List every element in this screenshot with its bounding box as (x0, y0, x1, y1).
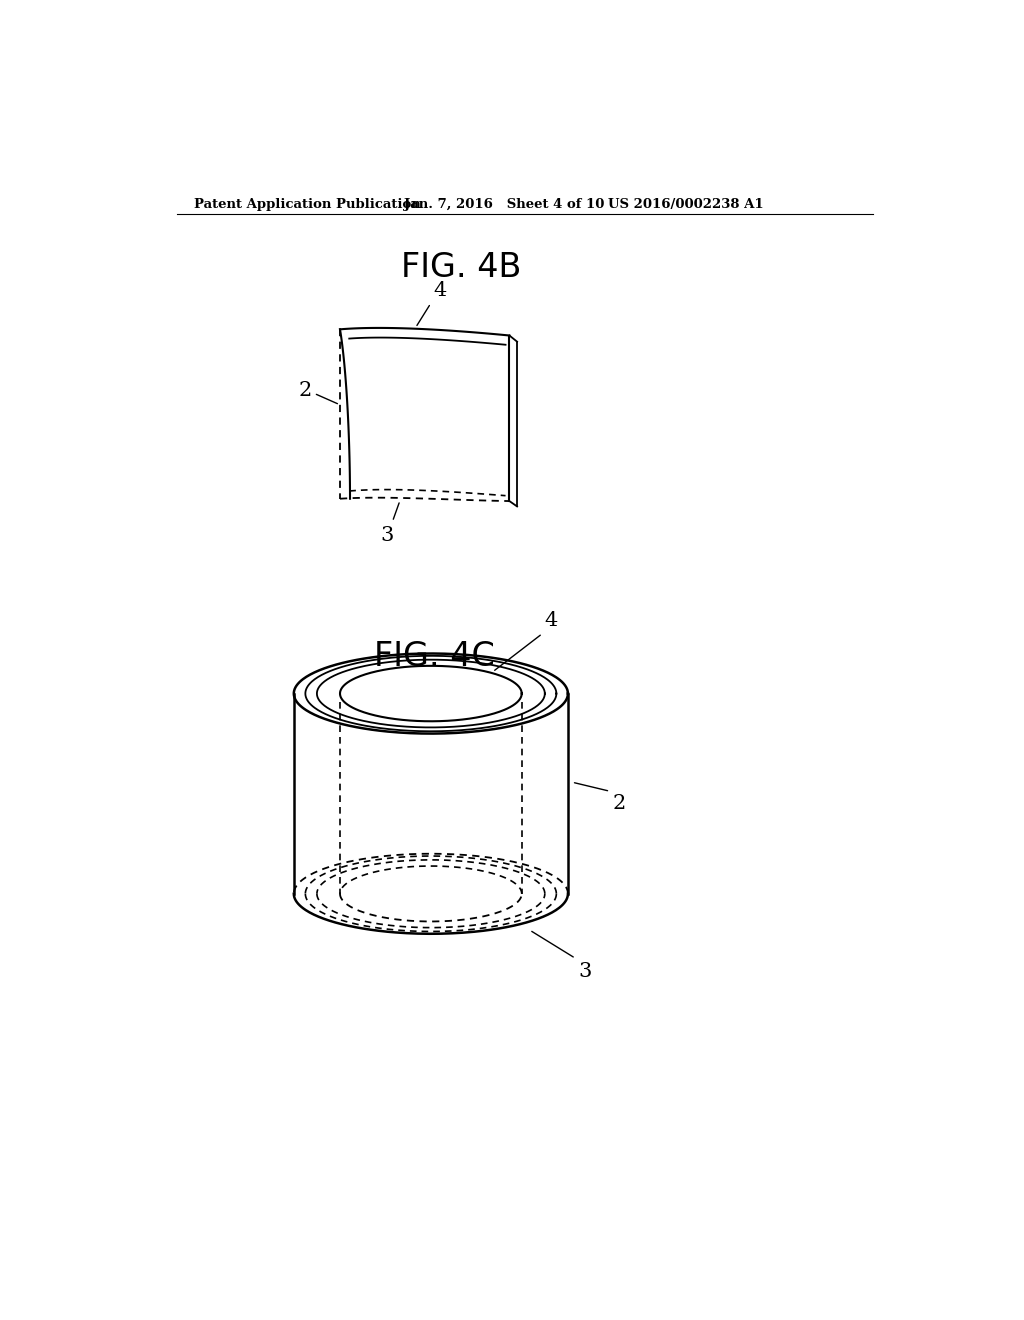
Text: Patent Application Publication: Patent Application Publication (194, 198, 421, 211)
Text: 3: 3 (381, 525, 394, 545)
Text: US 2016/0002238 A1: US 2016/0002238 A1 (608, 198, 764, 211)
Text: 3: 3 (578, 961, 591, 981)
Text: 2: 2 (298, 381, 311, 400)
Text: Jan. 7, 2016   Sheet 4 of 10: Jan. 7, 2016 Sheet 4 of 10 (403, 198, 604, 211)
Text: 2: 2 (612, 795, 626, 813)
Text: FIG. 4B: FIG. 4B (401, 251, 522, 284)
Text: 4: 4 (545, 611, 558, 631)
Text: 4: 4 (433, 281, 446, 300)
Text: FIG. 4C: FIG. 4C (375, 640, 495, 673)
